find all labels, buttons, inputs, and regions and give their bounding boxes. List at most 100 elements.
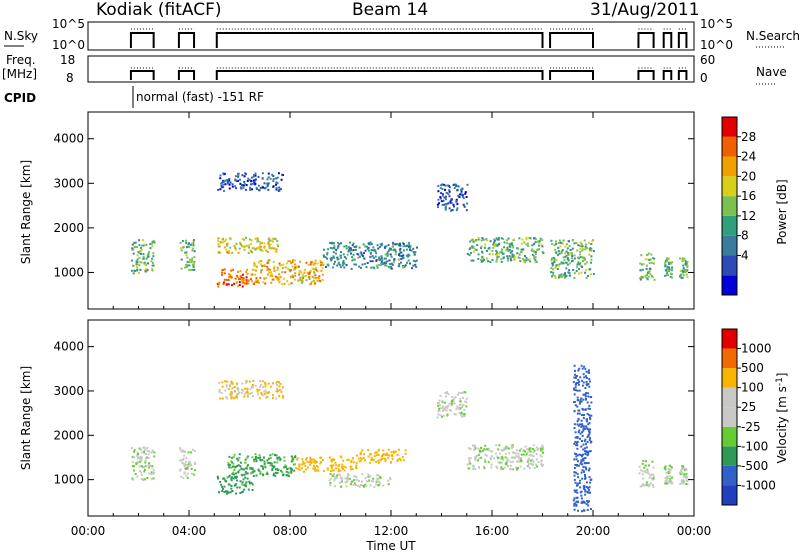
- echo-cell: [496, 238, 499, 241]
- echo-cell: [488, 253, 491, 256]
- echo-cell: [592, 250, 595, 253]
- echo-cell: [242, 186, 245, 189]
- echo-cell: [239, 178, 241, 181]
- echo-cell: [581, 510, 583, 513]
- echo-cell: [228, 384, 231, 387]
- echo-cell: [179, 241, 182, 244]
- echo-cell: [333, 485, 336, 488]
- echo-cell: [639, 262, 642, 265]
- echo-cell: [581, 434, 584, 437]
- echo-cell: [275, 471, 277, 474]
- echo-cell: [438, 202, 440, 205]
- echo-cell: [685, 475, 688, 477]
- echo-cell: [225, 385, 228, 388]
- echo-cell: [191, 242, 194, 245]
- echo-cell: [286, 280, 289, 283]
- echo-cell: [241, 388, 243, 391]
- echo-cell: [261, 172, 264, 175]
- echo-cell: [142, 253, 145, 256]
- echo-cell: [647, 270, 650, 273]
- echo-cell: [232, 397, 235, 400]
- echo-cell: [310, 261, 313, 264]
- echo-cell: [440, 192, 442, 195]
- echo-cell: [448, 186, 451, 189]
- echo-cell: [284, 266, 287, 269]
- echo-cell: [447, 193, 450, 195]
- echo-cell: [243, 184, 245, 187]
- echo-cell: [338, 463, 341, 466]
- echo-cell: [443, 196, 446, 199]
- echo-cell: [132, 478, 135, 481]
- echo-cell: [310, 462, 313, 464]
- echo-cell: [643, 470, 646, 473]
- echo-cell: [582, 485, 585, 488]
- echo-cell: [503, 448, 505, 451]
- echo-cell: [458, 408, 461, 410]
- echo-cell: [183, 454, 186, 457]
- echo-cell: [470, 252, 473, 254]
- echo-cell: [402, 459, 405, 462]
- echo-cell: [252, 268, 255, 271]
- echo-cell: [385, 245, 388, 248]
- echo-cell: [331, 474, 334, 477]
- echo-cell: [540, 455, 543, 458]
- echo-cell: [236, 276, 239, 279]
- echo-cell: [139, 469, 141, 472]
- echo-cell: [294, 456, 297, 459]
- echo-cell: [680, 276, 683, 279]
- echo-cell: [652, 477, 655, 480]
- echo-cell: [313, 464, 315, 467]
- echo-cell: [445, 203, 448, 206]
- echo-cell: [588, 422, 591, 425]
- echo-cell: [565, 243, 568, 246]
- echo-cell: [375, 483, 378, 486]
- echo-cell: [269, 268, 272, 271]
- velocity-ylabel: Slant Range [km]: [19, 366, 33, 470]
- echo-cell: [574, 440, 577, 443]
- echo-cell: [441, 203, 444, 206]
- echo-cell: [268, 271, 271, 274]
- echo-cell: [499, 251, 502, 254]
- echo-cell: [301, 273, 304, 276]
- echo-cell: [562, 239, 565, 242]
- echo-cell: [538, 248, 541, 251]
- echo-cell: [686, 276, 689, 278]
- echo-cell: [250, 183, 253, 186]
- echo-cell: [515, 466, 518, 469]
- echo-cell: [460, 193, 463, 196]
- echo-cell: [314, 262, 317, 265]
- echo-cell: [267, 176, 270, 179]
- echo-cell: [251, 483, 254, 486]
- echo-cell: [263, 182, 266, 185]
- echo-cell: [478, 457, 481, 460]
- power-ytick-label: 3000: [53, 176, 84, 190]
- echo-cell: [232, 477, 235, 480]
- echo-cell: [577, 379, 580, 381]
- echo-cell: [276, 182, 279, 185]
- echo-cell: [257, 393, 259, 396]
- echo-cell: [328, 479, 331, 482]
- echo-cell: [485, 238, 488, 241]
- echo-cell: [358, 265, 361, 268]
- freq-label-2: [MHz]: [2, 67, 37, 81]
- echo-cell: [194, 469, 196, 472]
- echo-cell: [377, 453, 380, 456]
- echo-cell: [255, 265, 258, 268]
- echo-cell: [408, 243, 411, 246]
- power-cbar-segment: [722, 215, 737, 236]
- echo-cell: [255, 474, 258, 477]
- echo-cell: [588, 414, 591, 417]
- velocity-echo-region: [436, 391, 468, 419]
- echo-cell: [142, 244, 145, 247]
- echo-cell: [646, 274, 649, 276]
- echo-cell: [319, 279, 321, 282]
- echo-cell: [487, 260, 490, 263]
- echo-cell: [497, 255, 500, 258]
- echo-cell: [638, 465, 641, 468]
- echo-cell: [581, 379, 584, 382]
- echo-cell: [569, 249, 572, 251]
- echo-cell: [226, 251, 229, 254]
- echo-cell: [269, 243, 272, 246]
- echo-cell: [458, 196, 461, 199]
- echo-cell: [271, 173, 274, 176]
